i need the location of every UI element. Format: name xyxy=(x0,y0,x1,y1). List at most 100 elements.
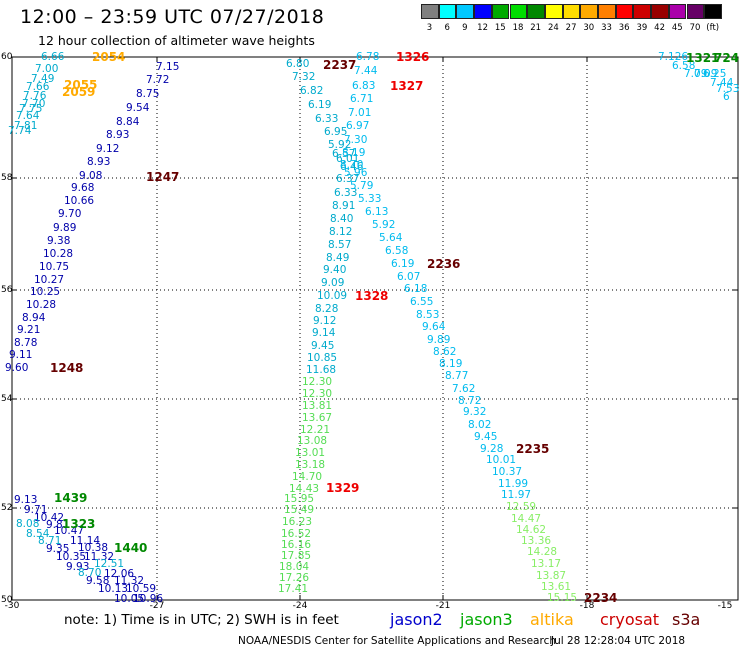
wave-height-label: 7.30 xyxy=(344,134,368,146)
wave-height-label: 11.32 xyxy=(84,551,115,563)
wave-height-label: 8.91 xyxy=(332,200,356,212)
wave-height-label: 13.18 xyxy=(295,459,326,471)
wave-height-label: 7.44 xyxy=(354,65,378,77)
latitude-tick-label: 58 xyxy=(1,173,13,183)
pass-time-label: 1439 xyxy=(54,491,88,505)
wave-height-label: 6.82 xyxy=(300,85,324,97)
wave-height-label: 7.53 xyxy=(716,83,740,95)
wave-height-label: 8.84 xyxy=(116,116,140,128)
pass-time-label: 724 xyxy=(714,51,740,65)
wave-height-label: 15.95 xyxy=(284,493,315,505)
pass-time-label: 1328 xyxy=(355,289,389,303)
legend-jason3: jason3 xyxy=(460,610,513,629)
wave-height-label: 10.13 xyxy=(98,583,129,595)
wave-height-label: 8.40 xyxy=(330,213,354,225)
wave-height-label: 6.25 xyxy=(703,68,727,80)
colorbar-swatch xyxy=(491,4,510,19)
wave-height-label: 17.41 xyxy=(278,583,309,595)
wave-height-label: 9.40 xyxy=(323,264,347,276)
wave-height-label: 8.28 xyxy=(315,303,339,315)
wave-height-label: 9.08 xyxy=(79,170,103,182)
wave-height-label: 6.01 xyxy=(336,153,360,165)
pass-time-label: 2059 xyxy=(62,85,96,99)
timestamp-text: Jul 28 12:28:04 UTC 2018 xyxy=(551,635,686,647)
wave-height-label: 6.78 xyxy=(356,51,380,63)
wave-height-label: 17.85 xyxy=(281,550,312,562)
wave-height-label: 9.12 xyxy=(96,143,120,155)
wave-height-label: 9.11 xyxy=(9,349,33,361)
wave-height-label: 18.04 xyxy=(279,561,310,573)
colorbar-label: 39 xyxy=(636,23,648,33)
latitude-tick-label: 52 xyxy=(1,503,13,513)
wave-height-label: 15.49 xyxy=(284,504,315,516)
wave-height-label: 6.33 xyxy=(315,113,339,125)
colorbar-swatch xyxy=(668,4,687,19)
colorbar-label: 15 xyxy=(494,23,506,33)
wave-height-label: 6.66 xyxy=(41,51,65,63)
wave-height-label: 7.44 xyxy=(710,77,734,89)
wave-height-label: 14.28 xyxy=(527,546,558,558)
latitude-tick-label: 54 xyxy=(1,394,13,404)
wave-height-label: 5.92 xyxy=(372,219,396,231)
wave-height-label: 10.35 xyxy=(56,551,87,563)
longitude-tick-label: -30 xyxy=(4,601,20,611)
wave-height-label: 9.45 xyxy=(311,340,335,352)
wave-height-label: 9.14 xyxy=(312,327,336,339)
wave-height-label: 9.68 xyxy=(71,182,95,194)
wave-height-label: 14.43 xyxy=(289,483,320,495)
wave-height-label: 8.02 xyxy=(468,419,492,431)
wave-height-label: 6.80 xyxy=(286,58,310,70)
map-subtitle: 12 hour collection of altimeter wave hei… xyxy=(38,33,315,48)
wave-height-label: 10.37 xyxy=(492,466,523,478)
pass-time-label: 2236 xyxy=(427,257,461,271)
pass-time-label: 2055 xyxy=(64,78,98,92)
wave-height-label: 10.25 xyxy=(30,286,61,298)
wave-height-label: 8.08 xyxy=(16,518,40,530)
wave-height-label: 8.54 xyxy=(26,528,50,540)
longitude-tick-label: -18 xyxy=(579,601,595,611)
wave-height-label: 7.66 xyxy=(26,81,50,93)
wave-height-label: 7.64 xyxy=(16,110,40,122)
colorbar-label: 9 xyxy=(462,23,468,33)
longitude-tick-label: -15 xyxy=(717,601,733,611)
longitude-tick-label: -24 xyxy=(292,601,308,611)
wave-height-label: 9.89 xyxy=(427,334,451,346)
colorbar-label: 33 xyxy=(601,23,612,33)
colorbar-label: 42 xyxy=(654,23,665,33)
wave-height-label: 8.53 xyxy=(416,309,440,321)
wave-height-label: 12.59 xyxy=(506,501,537,513)
colorbar-label: (ft) xyxy=(706,23,720,33)
wave-height-label: 8.57 xyxy=(328,239,352,251)
colorbar-label: 45 xyxy=(671,23,683,33)
colorbar-label: 70 xyxy=(689,23,701,33)
wave-height-label: 6.37 xyxy=(336,173,360,185)
wave-height-label: 11.32 xyxy=(114,575,145,587)
colorbar-label: 3 xyxy=(426,23,433,33)
colorbar-swatch xyxy=(527,4,545,19)
colorbar-swatch xyxy=(438,4,457,19)
legend-altika: altika xyxy=(530,610,574,629)
wave-height-label: 16.16 xyxy=(281,539,312,551)
colorbar-swatch xyxy=(421,4,439,19)
wave-height-label: 13.17 xyxy=(531,558,562,570)
wave-height-label: 10.59 xyxy=(126,583,157,595)
wave-height-label: 7.15 xyxy=(156,61,180,73)
wave-height-label: 9.35 xyxy=(46,543,70,555)
wave-height-label: 7.32 xyxy=(292,71,316,83)
pass-time-label: 2237 xyxy=(323,58,357,72)
colorbar-label: 6 xyxy=(444,23,450,33)
longitude-tick-label: -27 xyxy=(149,601,165,611)
wave-height-label: 9.21 xyxy=(17,324,41,336)
colorbar-label: 18 xyxy=(512,23,524,33)
wave-height-label: 10.85 xyxy=(307,352,338,364)
colorbar-swatch xyxy=(580,4,598,19)
wave-height-label: 12.51 xyxy=(94,558,125,570)
colorbar-swatch xyxy=(598,4,616,19)
wave-height-label: 9.93 xyxy=(66,561,90,573)
wave-height-label: 9.54 xyxy=(126,102,150,114)
wave-height-label: 15.15 xyxy=(547,592,578,604)
wave-height-label: 7.01 xyxy=(348,107,372,119)
wave-height-label: 6.33 xyxy=(334,187,358,199)
wave-height-label: 5.79 xyxy=(350,180,374,192)
